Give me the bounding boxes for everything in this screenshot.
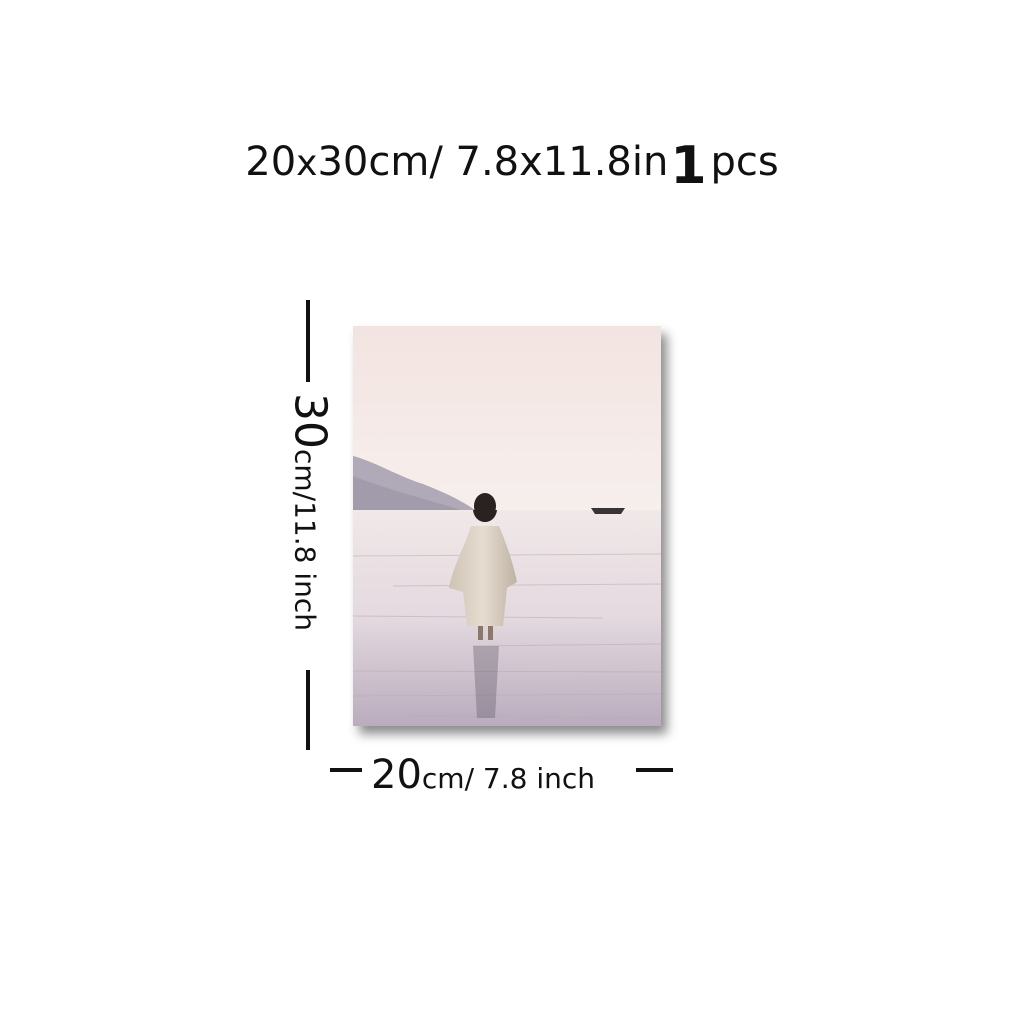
canvas-print-image	[353, 326, 661, 726]
water	[353, 510, 661, 726]
figure	[449, 493, 517, 718]
size-x: x	[296, 143, 318, 184]
boat	[591, 508, 625, 514]
height-dimension-line-top	[306, 300, 310, 382]
height-dimension-line-bottom	[306, 670, 310, 750]
reflection	[473, 646, 499, 718]
width-dimension-label: 20cm/ 7.8 inch	[371, 752, 595, 798]
height-unit: cm/11.8 inch	[288, 448, 322, 632]
quantity-unit: pcs	[710, 139, 779, 185]
size-width: 20	[245, 139, 297, 185]
product-size-title: 20x30cm/ 7.8x11.8in1 pcs	[0, 136, 1024, 196]
height-value: 30	[284, 392, 336, 449]
width-dimension-line-left	[330, 768, 362, 772]
width-dimension-line-right	[636, 768, 673, 772]
width-unit: cm/ 7.8 inch	[421, 762, 596, 795]
painting-illustration	[353, 326, 661, 726]
height-dimension-label: 30cm/11.8 inch	[285, 393, 336, 631]
quantity-number: 1	[670, 136, 707, 196]
size-rest: 30cm/ 7.8x11.8in	[317, 139, 669, 185]
width-value: 20	[371, 752, 422, 798]
